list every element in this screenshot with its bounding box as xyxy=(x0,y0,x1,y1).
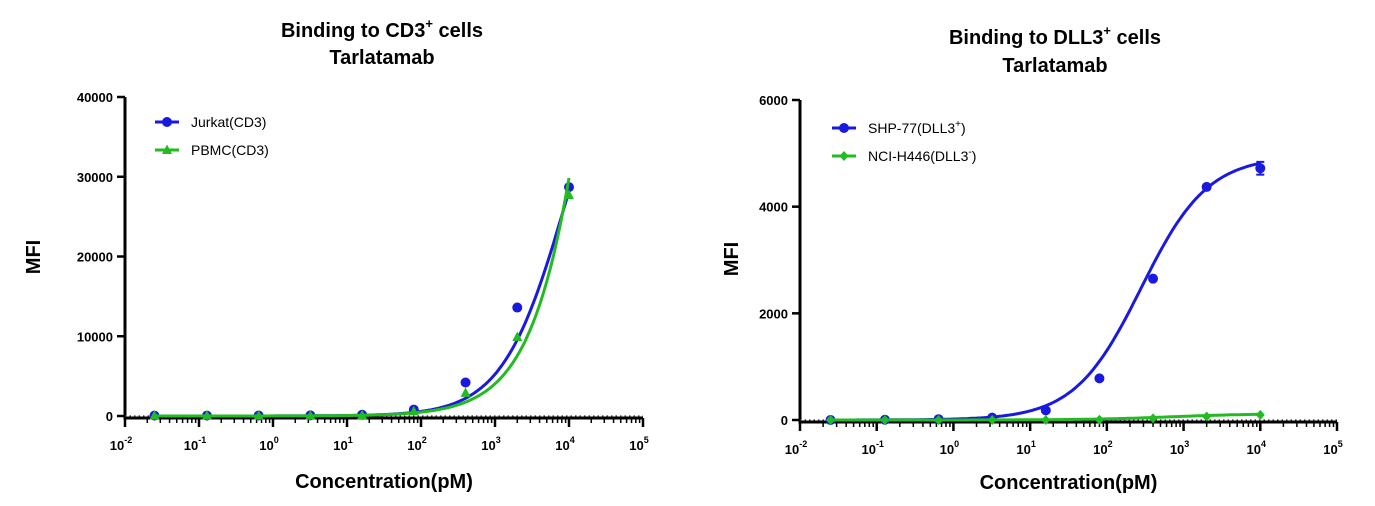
x-tick-label: 103 xyxy=(481,435,500,453)
x-tick-label: 101 xyxy=(333,435,352,453)
chart-title-tail: cells xyxy=(433,20,483,42)
x-axis-label: Concentration(pM) xyxy=(295,471,473,493)
data-point xyxy=(460,377,471,388)
y-axis-label: MFI xyxy=(23,240,45,274)
data-point xyxy=(1202,411,1212,422)
chart-subtitle: Tarlatamab xyxy=(329,47,434,69)
data-point xyxy=(305,410,316,420)
legend-label-sup: + xyxy=(955,119,961,130)
chart-subtitle: Tarlatamab xyxy=(1002,55,1107,77)
legend-marker xyxy=(839,123,849,133)
legend-marker xyxy=(839,151,849,161)
data-point xyxy=(564,189,574,200)
data-point xyxy=(460,387,471,397)
legend-label-tail: ) xyxy=(961,120,966,136)
data-point xyxy=(1148,273,1159,284)
chart-title-sup: + xyxy=(1103,23,1111,38)
legend-label: Jurkat(CD3) xyxy=(191,114,266,130)
data-point xyxy=(1201,181,1212,192)
chart-title-tail: cells xyxy=(1111,27,1161,49)
data-point xyxy=(1148,413,1158,424)
x-tick-label: 102 xyxy=(1093,439,1112,457)
x-tick-label: 104 xyxy=(555,435,574,453)
data-point xyxy=(408,405,419,416)
fit-curve xyxy=(830,161,1261,422)
y-tick-label: 10000 xyxy=(77,329,113,344)
x-axis-label: Concentration(pM) xyxy=(980,472,1158,494)
data-point xyxy=(357,409,368,420)
x-tick-label: 102 xyxy=(407,435,426,453)
y-tick-label: 20000 xyxy=(77,250,113,265)
x-tick-label: 10-2 xyxy=(785,439,807,457)
x-tick-label: 101 xyxy=(1016,439,1035,457)
legend-label-main: Jurkat(CD3) xyxy=(191,114,266,130)
series-1 xyxy=(149,182,574,421)
x-tick-label: 103 xyxy=(1170,439,1189,457)
y-tick-label: 4000 xyxy=(759,200,788,215)
series-2 xyxy=(826,409,1265,425)
data-point xyxy=(1040,405,1051,416)
x-tick-label: 105 xyxy=(1323,439,1342,457)
legend-marker xyxy=(162,144,172,154)
legend-label-main: PBMC(CD3) xyxy=(191,142,269,158)
data-point xyxy=(512,302,523,313)
data-point xyxy=(253,410,264,420)
y-tick-label: 2000 xyxy=(759,306,788,321)
data-point xyxy=(826,415,836,425)
chart-panel-2: Binding to DLL3+ cellsTarlatamab02000400… xyxy=(721,23,1343,494)
data-point xyxy=(201,410,212,420)
legend-label-sup: - xyxy=(968,147,971,158)
series-2 xyxy=(149,177,574,420)
data-point xyxy=(1094,414,1104,425)
data-point xyxy=(149,410,160,420)
legend-label-main: SHP-77(DLL3 xyxy=(868,120,955,136)
legend-item-2: PBMC(CD3) xyxy=(155,142,269,158)
y-tick-label: 6000 xyxy=(759,93,788,108)
chart-title-sup: + xyxy=(425,16,433,31)
y-axis-label: MFI xyxy=(721,242,743,276)
legend-label: PBMC(CD3) xyxy=(191,142,269,158)
legend-marker xyxy=(162,117,172,127)
x-tick-label: 10-1 xyxy=(861,439,883,457)
chart-panel-1: Binding to CD3+ cells Tarlatamab 0 10000 200… xyxy=(23,16,649,493)
fit-curve xyxy=(154,177,571,418)
data-point xyxy=(1255,409,1265,420)
x-tick-label: 104 xyxy=(1247,439,1266,457)
legend-label: SHP-77(DLL3+) xyxy=(868,119,966,136)
legend-label-tail: ) xyxy=(972,148,977,164)
data-point xyxy=(512,331,523,342)
y-tick-label: 40000 xyxy=(77,90,113,105)
legend-item-2: NCI-H446(DLL3-) xyxy=(832,147,976,164)
chart-title-main: Binding to CD3 xyxy=(281,20,425,42)
y-tick-label: 0 xyxy=(106,409,113,424)
y-tick-label: 0 xyxy=(781,413,788,428)
data-point xyxy=(1041,415,1051,425)
legend-item-1: SHP-77(DLL3+) xyxy=(832,119,966,136)
fit-curve xyxy=(154,190,571,418)
chart-title-main: Binding to DLL3 xyxy=(949,27,1103,49)
chart-title: Binding to DLL3+ cells xyxy=(949,23,1161,49)
chart-title: Binding to CD3+ cells xyxy=(281,16,483,42)
data-point xyxy=(987,415,997,425)
x-tick-label: 100 xyxy=(259,435,278,453)
data-point xyxy=(1255,163,1266,174)
data-point xyxy=(934,415,944,425)
legend-label-main: NCI-H446(DLL3 xyxy=(868,148,969,164)
y-tick-label: 30000 xyxy=(77,170,113,185)
data-point xyxy=(1094,373,1105,384)
x-tick-label: 10-2 xyxy=(110,435,132,453)
x-tick-label: 100 xyxy=(940,439,959,457)
legend-item-1: Jurkat(CD3) xyxy=(155,114,266,130)
x-tick-label: 105 xyxy=(629,435,648,453)
legend-label: NCI-H446(DLL3-) xyxy=(868,147,976,164)
x-tick-label: 10-1 xyxy=(184,435,206,453)
series-1 xyxy=(825,160,1266,425)
data-point xyxy=(880,415,890,425)
